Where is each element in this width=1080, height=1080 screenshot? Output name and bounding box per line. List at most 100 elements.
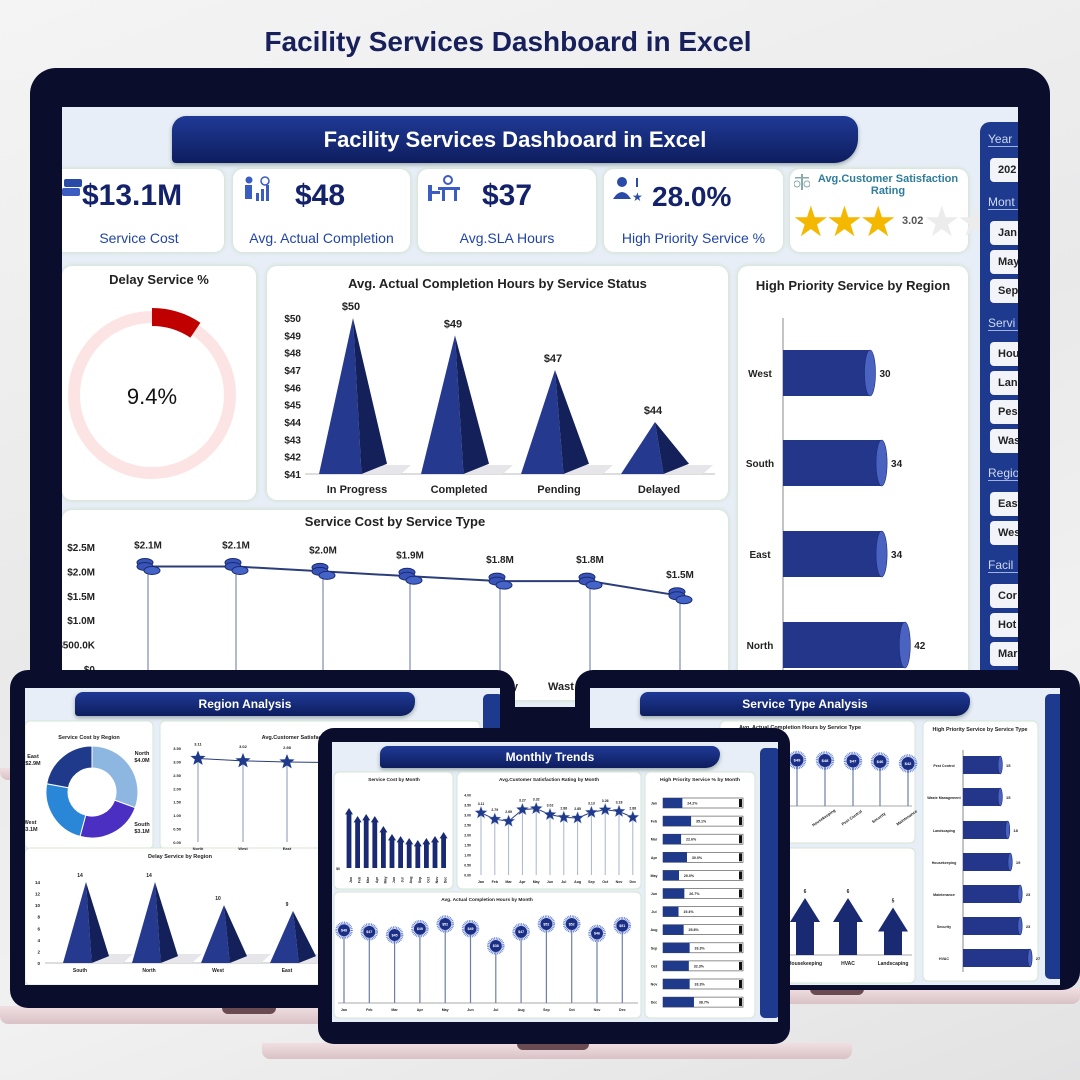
- worker-chart-icon: [245, 176, 270, 201]
- slicer-item[interactable]: Pes: [990, 400, 1018, 424]
- x-tick-label: Dec: [444, 877, 448, 884]
- category-label: Nov: [651, 983, 658, 987]
- high-priority-by-month-card: [644, 771, 756, 1019]
- category-label: Jun: [651, 892, 657, 896]
- data-label: 23: [1026, 924, 1031, 929]
- x-tick-label: Sep: [418, 876, 422, 883]
- pyramid-bar-shadow: [132, 954, 202, 963]
- series-line: [197, 757, 331, 764]
- lollipop-marker-burst: [870, 752, 890, 771]
- x-tick-label: May: [533, 880, 540, 884]
- completion-by-status-card: Avg. Actual Completion Hours by Service …: [267, 266, 728, 500]
- data-label: 19: [1016, 860, 1021, 865]
- lollipop-marker: [846, 754, 860, 768]
- y-tick-label: 10: [35, 903, 41, 908]
- data-label: 6: [804, 889, 807, 895]
- kpi-value: 28.0%: [652, 181, 732, 212]
- kpi-card-high-priority: ★ 28.0% High Priority Service %: [604, 169, 783, 252]
- data-label: 18: [1013, 828, 1018, 833]
- slicer-item[interactable]: Sep: [990, 279, 1018, 303]
- slicer-item[interactable]: East: [990, 492, 1018, 516]
- card-title: Delay Service %: [109, 272, 209, 287]
- y-tick-label: 4: [37, 938, 40, 943]
- x-tick-label: Mar: [366, 876, 370, 883]
- x-tick-label: Jan: [478, 880, 484, 884]
- x-tick-label: Landscaping: [878, 961, 909, 967]
- bar-end-cap: [739, 980, 742, 988]
- data-label: $49: [468, 927, 474, 931]
- data-label: 22.6%: [686, 838, 697, 842]
- delay-service-card: Delay Service % 9.4%: [62, 266, 256, 500]
- bar-end-cap: [739, 925, 742, 934]
- slicer-item[interactable]: Mar: [990, 642, 1018, 666]
- x-tick-label: South: [73, 968, 87, 974]
- monthly-charts: Service Cost by Month $0 Jan Feb Mar Apr May Ju…: [333, 771, 756, 1019]
- card-title: High Priority Service by Region: [755, 278, 951, 293]
- data-label: $42: [905, 761, 912, 766]
- x-tick-label: May: [383, 877, 387, 884]
- star-marker: [584, 805, 599, 819]
- bar-track: [662, 978, 744, 990]
- cylinder-bar-cap: [997, 787, 1003, 807]
- pyramid-bar: [270, 910, 299, 963]
- kpi-card-satisfaction-rating: Avg.Customer Satisfaction Rating ★★★ ★★ 3…: [790, 169, 994, 252]
- lollipop-marker-burst: [787, 750, 807, 770]
- lollipop-marker-burst: [843, 751, 863, 771]
- lollipop-marker: [388, 928, 401, 941]
- pyramid-bar: [132, 882, 161, 963]
- kpi-label: Avg. Actual Completion: [249, 230, 394, 246]
- data-label: 19.4%: [683, 910, 694, 914]
- bar-end-cap: [739, 835, 742, 844]
- card-title: Service Cost by Month: [368, 777, 420, 783]
- slice-value-label: $4.0M: [134, 758, 150, 764]
- lollipop-marker-burst: [335, 921, 353, 940]
- lollipop-marker-burst: [815, 751, 835, 770]
- data-label: 3.11: [194, 741, 202, 746]
- slicer-item[interactable]: May: [990, 250, 1018, 274]
- data-label: 2.69: [505, 810, 512, 814]
- star-marker: [279, 754, 295, 769]
- bar-end-cap: [739, 799, 742, 807]
- data-label: 5: [892, 899, 895, 905]
- star-marker: [501, 814, 516, 827]
- slicer-item[interactable]: Hou: [990, 342, 1018, 366]
- category-label: Sep: [651, 946, 658, 950]
- x-tick-label: Jul: [561, 880, 566, 884]
- region-banner: Region Analysis: [75, 692, 415, 716]
- y-tick-label: 2.50: [464, 824, 471, 828]
- lollipop-marker-burst: [487, 937, 505, 955]
- bar-fill: [663, 906, 679, 917]
- arrow-bar: [345, 808, 353, 868]
- service-cost-by-region-card: [25, 720, 154, 850]
- data-label: 15: [1006, 795, 1011, 800]
- service-cost-by-type-card: Service Cost by Service Type: [62, 510, 728, 700]
- slicer-item[interactable]: Jan: [990, 221, 1018, 245]
- donut-slice: [45, 783, 87, 838]
- kpi-label: High Priority Service %: [621, 230, 766, 246]
- pyramid-bar-side: [224, 905, 247, 963]
- slicer-item[interactable]: Cor: [990, 584, 1018, 608]
- bar-track: [662, 797, 744, 809]
- x-tick-label: Apr: [417, 1008, 424, 1012]
- lollipop-marker-burst: [360, 923, 379, 941]
- slicer-item[interactable]: Wes: [990, 521, 1018, 545]
- x-tick-label: Aug: [409, 877, 413, 884]
- delay-percent-value: 9.4%: [126, 384, 178, 409]
- x-tick-label: Apr: [375, 876, 379, 883]
- slicer-item[interactable]: Was: [990, 429, 1018, 453]
- y-tick-label: 2: [37, 949, 40, 954]
- slicer-item[interactable]: 202: [990, 158, 1018, 182]
- y-tick-label: 1.50: [173, 800, 182, 805]
- star-marker: [570, 810, 585, 824]
- x-tick-label: Jul: [493, 1008, 498, 1012]
- kpi-value: $37: [482, 179, 533, 212]
- data-label: $47: [366, 930, 372, 934]
- lollipop-marker: [790, 753, 804, 767]
- data-label: 2.88: [629, 806, 636, 810]
- x-tick-label: Feb: [492, 880, 499, 884]
- slicer-item[interactable]: Lan: [990, 371, 1018, 395]
- star-marker: [190, 750, 206, 765]
- x-tick-label: HVAC: [841, 961, 855, 967]
- bar-track: [662, 851, 744, 863]
- slicer-item[interactable]: Hot: [990, 613, 1018, 637]
